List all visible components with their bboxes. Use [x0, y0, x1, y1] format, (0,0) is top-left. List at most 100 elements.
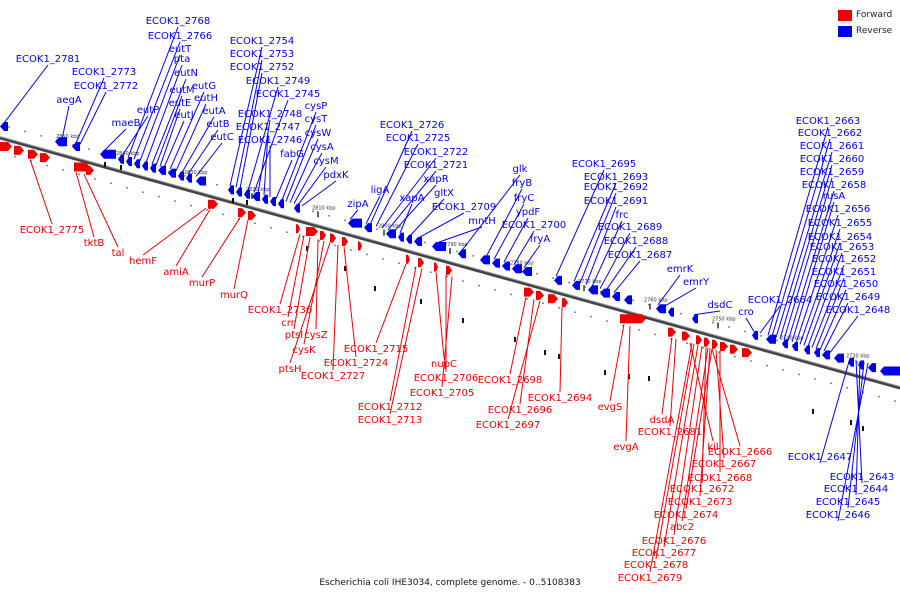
tick-label: 2780 kbp	[510, 260, 534, 266]
scale-dot	[526, 298, 528, 300]
reverse-label-leader	[235, 59, 263, 188]
strand-marker	[648, 376, 650, 381]
reverse-label-leader	[613, 260, 641, 293]
reverse-label: eutB	[206, 119, 229, 130]
reverse-label-leader	[745, 317, 755, 332]
figure-caption: Escherichia coli IHE3034, complete genom…	[319, 578, 581, 588]
reverse-gene	[572, 280, 580, 290]
reverse-gene	[150, 163, 156, 173]
reverse-label: ECOK1_2647	[788, 452, 853, 463]
reverse-gene	[168, 168, 176, 178]
forward-label: ECOK1_2678	[624, 560, 689, 571]
tick-label: 2800 kbp	[378, 224, 402, 230]
reverse-gene	[414, 237, 422, 247]
reverse-label-leader	[663, 287, 697, 307]
reverse-label: ECOK1_2725	[386, 133, 451, 144]
reverse-label: dsdC	[708, 300, 733, 311]
scale-dot	[222, 213, 224, 216]
reverse-label: ECOK1_2659	[800, 167, 865, 178]
reverse-gene	[766, 334, 776, 344]
strand-marker	[306, 246, 308, 251]
reverse-label: ECOK1_2653	[810, 242, 875, 253]
reverse-label: ECOK1_2651	[812, 267, 877, 278]
forward-gene	[524, 287, 534, 297]
reverse-gene	[142, 161, 148, 171]
scale-dot	[846, 387, 848, 389]
reverse-label-leader	[253, 99, 289, 193]
scale-dot	[40, 135, 42, 137]
scale-dot	[302, 235, 304, 238]
scale-dot	[366, 253, 368, 256]
reverse-label: ypdF	[516, 207, 541, 218]
forward-label: evgA	[613, 442, 638, 453]
scale-dot	[558, 307, 560, 309]
strand-marker	[628, 374, 630, 379]
reverse-label-leader	[767, 126, 829, 336]
forward-label: evgS	[598, 402, 623, 413]
forward-label: ECOK1_2705	[410, 388, 475, 399]
strand-marker	[344, 266, 346, 271]
reverse-label-leader	[823, 302, 849, 352]
reverse-gene	[72, 142, 80, 152]
scale-dot	[472, 255, 474, 257]
reverse-label: ECOK1_2752	[230, 62, 295, 73]
scale-dot	[590, 315, 592, 318]
reverse-gene	[752, 330, 758, 340]
reverse-label: ECOK1_2689	[598, 222, 663, 233]
reverse-label: ECOK1_2754	[230, 36, 295, 47]
reverse-gene	[134, 159, 140, 169]
reverse-label: eutG	[192, 81, 216, 92]
scale-dot	[686, 342, 688, 345]
reverse-label-leader	[799, 228, 841, 345]
reverse-label-leader	[591, 220, 623, 287]
scale-dot	[638, 329, 640, 331]
reverse-label: eutC	[210, 132, 233, 143]
scale-dot	[414, 267, 416, 269]
reverse-label-leader	[485, 188, 523, 258]
reverse-label: eutP	[137, 105, 159, 116]
forward-label-leader	[75, 171, 95, 238]
gene-labels: ECOK1_2781 aegA ECOK1_2773 ECOK1_2772 maeB eu…	[3, 16, 894, 584]
reverse-label-leader	[657, 274, 681, 306]
scale-dot	[478, 284, 480, 287]
reverse-gene	[512, 264, 522, 274]
reverse-label-leader	[127, 26, 179, 158]
scale-dot	[216, 184, 218, 186]
reverse-gene	[178, 171, 184, 181]
reverse-label-leader	[599, 232, 631, 289]
reverse-gene	[600, 288, 610, 298]
forward-label-leader	[287, 235, 305, 318]
reverse-gene	[822, 350, 830, 360]
forward-label-leader	[375, 263, 407, 344]
reverse-label: ECOK1_2688	[604, 236, 669, 247]
reverse-gene	[364, 223, 372, 233]
reverse-gene	[126, 157, 132, 167]
reverse-label-leader	[555, 169, 605, 277]
reverse-label-leader	[435, 226, 483, 244]
scale-dot	[718, 351, 720, 353]
legend-reverse-label: Reverse	[856, 26, 893, 36]
forward-gene	[86, 165, 94, 175]
reverse-gene	[118, 154, 124, 164]
forward-label-leader	[685, 348, 713, 510]
forward-label-leader	[303, 240, 325, 345]
reverse-label-leader	[409, 198, 445, 237]
scale-dot	[382, 258, 384, 260]
reverse-label: eutJ	[174, 110, 193, 121]
forward-label-leader	[669, 338, 677, 427]
reverse-label: eutE	[169, 98, 192, 109]
reverse-label-leader	[819, 289, 847, 350]
reverse-label: frc	[616, 210, 629, 221]
reverse-label-leader	[239, 72, 263, 189]
strand-marker	[862, 426, 864, 431]
scale-dot	[622, 324, 624, 327]
reverse-label: ECOK1_2652	[812, 254, 877, 265]
reverse-label: emrK	[667, 264, 694, 275]
forward-label-leader	[441, 276, 453, 388]
reverse-gene	[186, 173, 192, 183]
scale-dot	[334, 244, 336, 247]
reverse-label: ECOK1_2700	[502, 220, 567, 231]
forward-gene	[238, 208, 246, 218]
scale-dot	[670, 338, 672, 340]
scale-dot	[510, 293, 512, 296]
